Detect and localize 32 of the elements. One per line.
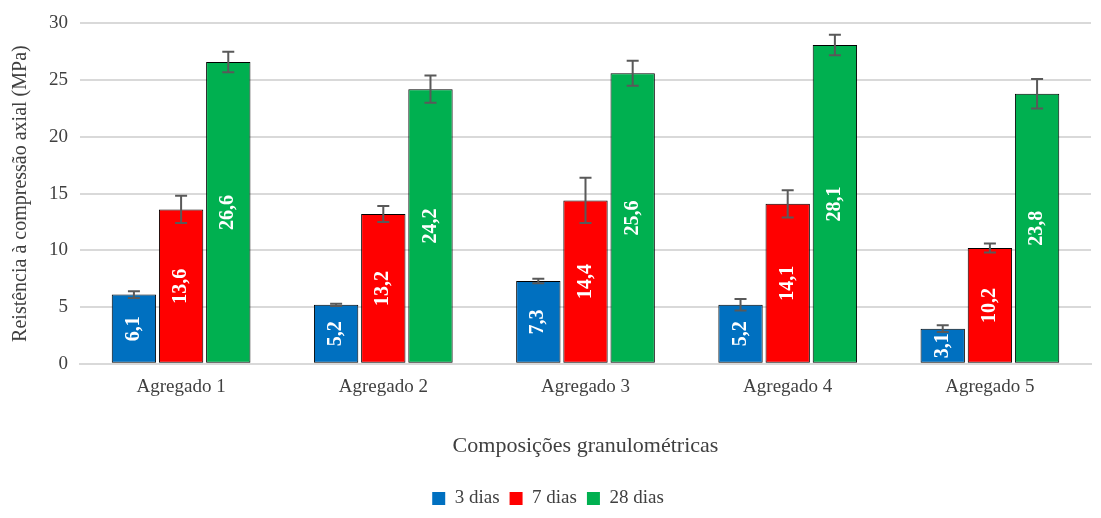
y-tick-label: 30 [49,11,68,33]
data-label: 28,1 [822,186,845,222]
data-label: 10,2 [977,287,1000,323]
data-label: 13,2 [370,270,393,306]
x-axis-title: Composições granulométricas [452,431,719,457]
legend-label: 28 dias [609,486,664,508]
x-tick-label: Agregado 2 [338,375,428,397]
x-tick-label: Agregado 5 [945,375,1035,397]
data-label: 26,6 [215,194,238,230]
data-label: 13,6 [168,268,191,304]
data-label: 5,2 [323,321,346,347]
data-label: 5,2 [727,321,750,347]
x-tick-label: Agregado 4 [743,375,833,397]
y-tick-label: 10 [49,238,68,260]
x-tick-label: Agregado 1 [136,375,226,397]
legend-label: 3 dias [454,486,500,508]
data-label: 6,1 [121,316,144,342]
data-label: 14,4 [572,264,595,300]
data-label: 24,2 [417,208,440,244]
data-label: 7,3 [525,309,548,335]
y-tick-label: 25 [49,68,68,90]
legend-label: 7 dias [532,486,577,508]
y-axis-title: Reistência à compressão axial (MPa) [8,45,32,342]
x-tick-label: Agregado 3 [540,375,631,397]
data-label: 23,8 [1024,210,1047,246]
data-label: 25,6 [619,200,642,236]
y-tick-label: 0 [58,351,68,373]
y-tick-label: 20 [49,124,68,146]
y-tick-label: 15 [49,181,68,203]
data-label: 3,1 [929,333,952,359]
y-tick-label: 5 [58,295,68,317]
data-label: 14,1 [774,265,797,301]
